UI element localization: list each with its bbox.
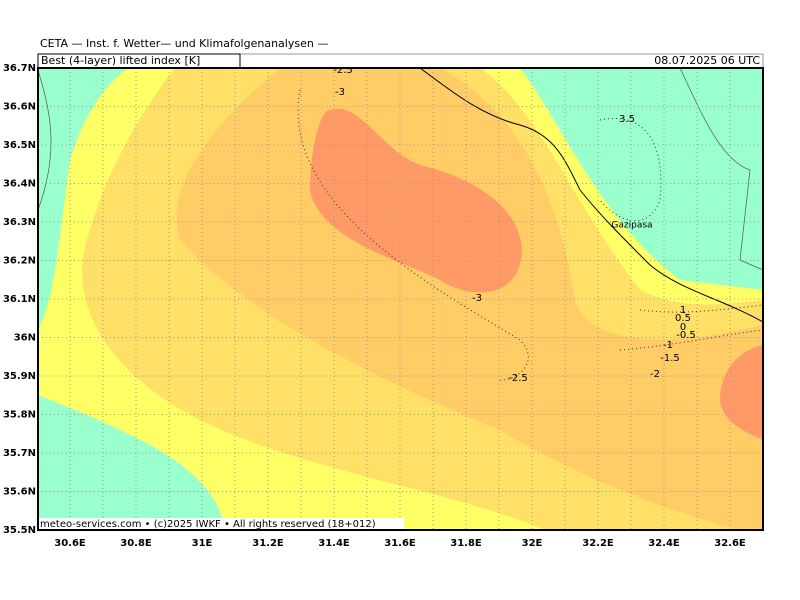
contour-label: -1: [663, 340, 673, 351]
datetime: 08.07.2025 06 UTC: [654, 54, 760, 67]
x-tick-label: 31.6E: [384, 538, 416, 549]
contour-label: -0.5: [676, 330, 696, 341]
map-frame: [37, 67, 764, 531]
parameter-title: Best (4-layer) lifted index [K]: [41, 54, 200, 67]
contour-label: -1.5: [660, 353, 680, 364]
field-red-orange: [720, 345, 763, 440]
contour-label: 0: [680, 322, 686, 333]
axis-labels: 36.7N 36.6N 36.5N 36.4N 36.3N 36.2N 36.1N 36N 35…: [3, 63, 746, 549]
border: [38, 69, 52, 211]
contour-label: 0.5: [675, 313, 691, 324]
border: [679, 68, 763, 271]
y-tick-label: 35.9N: [3, 371, 36, 382]
contour-label: -2.5: [508, 373, 528, 384]
y-tick-label: 35.5N: [3, 525, 36, 536]
y-tick-label: 36.7N: [3, 63, 36, 74]
x-tick-label: 32.2E: [582, 538, 614, 549]
y-tick-label: 36.5N: [3, 140, 36, 151]
x-tick-label: 32.6E: [714, 538, 746, 549]
x-tick-label: 31.2E: [252, 538, 284, 549]
y-tick-label: 36.2N: [3, 256, 36, 267]
x-tick-label: 32.4E: [648, 538, 680, 549]
coastline: [419, 68, 763, 323]
y-tick-label: 36.6N: [3, 102, 36, 113]
place-label: Gazipasa: [611, 221, 652, 231]
field-red-orange: [310, 108, 522, 293]
contour-label: -2: [650, 369, 660, 380]
x-tick-label: 30.6E: [54, 538, 86, 549]
y-tick-label: 36N: [14, 333, 36, 344]
x-tick-label: 32E: [522, 538, 543, 549]
grid: [38, 68, 763, 530]
x-tick-label: 31.8E: [450, 538, 482, 549]
contour-label: -2.5: [333, 65, 353, 76]
x-tick-label: 31E: [192, 538, 213, 549]
footer: meteo-services.com • (c)2025 IWKF • All …: [40, 519, 376, 530]
y-tick-label: 36.1N: [3, 294, 36, 305]
y-tick-label: 35.8N: [3, 410, 36, 421]
y-tick-label: 35.6N: [3, 487, 36, 498]
y-tick-label: 36.4N: [3, 179, 36, 190]
contour-label: -3: [335, 87, 345, 98]
footer-bg: [38, 518, 404, 530]
y-tick-label: 35.7N: [3, 448, 36, 459]
map-area: -2.5 -3 3.5 -3 -2.5 1 0.5 0 -0.5 -1 -1.5…: [38, 65, 763, 530]
contour: [639, 304, 763, 313]
x-tick-label: 30.8E: [120, 538, 152, 549]
contour-label: 3.5: [619, 114, 635, 125]
x-tick-label: 31.4E: [318, 538, 350, 549]
contour-label: -3: [472, 293, 482, 304]
y-tick-label: 36.3N: [3, 217, 36, 228]
institute-title: CETA — Inst. f. Wetter— und Klimafolgena…: [40, 37, 328, 50]
contour-label: 1: [680, 305, 686, 316]
